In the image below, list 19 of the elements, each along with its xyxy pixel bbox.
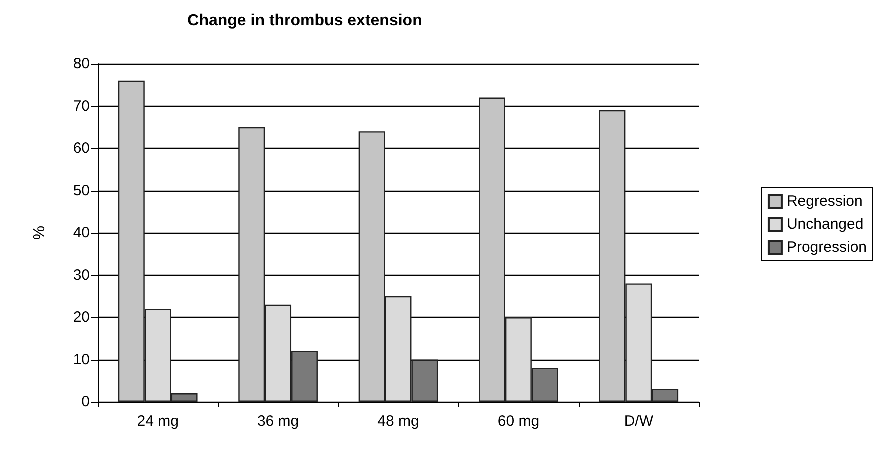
chart-title: Change in thrombus extension bbox=[188, 12, 422, 30]
legend-label: Progression bbox=[786, 239, 868, 256]
y-tick-label: 0 bbox=[82, 394, 90, 410]
legend-label: Regression bbox=[786, 193, 863, 210]
y-axis-title: % bbox=[32, 226, 48, 240]
y-tick-label: 30 bbox=[73, 266, 90, 284]
x-tick-label: 60 mg bbox=[498, 413, 540, 430]
y-tick-label: 60 bbox=[73, 140, 90, 157]
y-tick-label: 20 bbox=[73, 309, 90, 326]
y-tick-label: 40 bbox=[73, 224, 90, 242]
x-tick-label: 24 mg bbox=[137, 413, 179, 430]
y-tick-label: 50 bbox=[73, 182, 90, 200]
x-tick-label: 36 mg bbox=[257, 413, 300, 430]
y-tick-label: 10 bbox=[73, 351, 90, 368]
y-tick-label: 80 bbox=[73, 56, 90, 72]
legend-label: Unchanged bbox=[786, 216, 864, 233]
x-tick-label: 48 mg bbox=[378, 413, 420, 430]
y-tick-label: 70 bbox=[73, 98, 90, 115]
x-tick-label: D/W bbox=[624, 413, 654, 430]
